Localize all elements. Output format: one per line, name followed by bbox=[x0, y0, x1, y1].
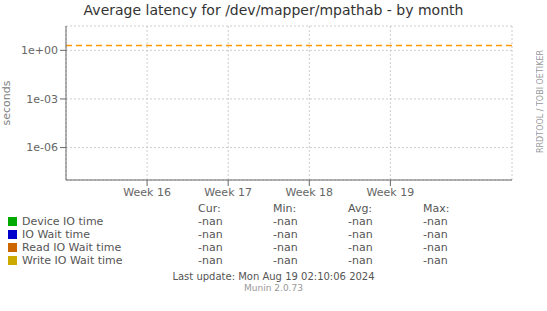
html-text:-nan: -nan bbox=[348, 215, 373, 228]
html-text:-nan: -nan bbox=[423, 215, 448, 228]
html-text:-nan: -nan bbox=[423, 228, 448, 241]
html-text:-nan: -nan bbox=[348, 228, 373, 241]
html-text:-nan: -nan bbox=[198, 241, 223, 254]
html-text:Avg:: Avg: bbox=[348, 202, 373, 215]
html-text:Read IO Wait time: Read IO Wait time bbox=[22, 241, 122, 254]
html-text:Average latency for /dev/mappe: Average latency for /dev/mapper/mpathab … bbox=[83, 2, 464, 18]
svg-text:Week 19: Week 19 bbox=[367, 186, 415, 199]
html-text:Munin 2.0.73: Munin 2.0.73 bbox=[244, 283, 303, 293]
html-text:Device IO time: Device IO time bbox=[22, 215, 104, 228]
html-text:-nan: -nan bbox=[348, 241, 373, 254]
html-text:-nan: -nan bbox=[198, 254, 223, 267]
svg-text:1e+00: 1e+00 bbox=[21, 44, 58, 57]
html-text:RRDTOOL / TOBI OETIKER: RRDTOOL / TOBI OETIKER bbox=[536, 50, 545, 153]
html-text:Max:: Max: bbox=[423, 202, 450, 215]
html-text:-nan: -nan bbox=[423, 241, 448, 254]
html-text:Write IO Wait time: Write IO Wait time bbox=[22, 254, 123, 267]
html-text:-nan: -nan bbox=[273, 215, 298, 228]
html-text:Cur:: Cur: bbox=[198, 202, 221, 215]
html-text:-nan: -nan bbox=[273, 241, 298, 254]
svg-text:1e-03: 1e-03 bbox=[26, 93, 58, 106]
html-text:Min:: Min: bbox=[273, 202, 297, 215]
html-text:-nan: -nan bbox=[198, 215, 223, 228]
html-text:IO Wait time: IO Wait time bbox=[22, 228, 90, 241]
html-text:-nan: -nan bbox=[423, 254, 448, 267]
svg-text:seconds: seconds bbox=[8, 80, 13, 125]
html-text:-nan: -nan bbox=[348, 254, 373, 267]
svg-text:Week 17: Week 17 bbox=[204, 186, 252, 199]
svg-text:Week 18: Week 18 bbox=[285, 186, 333, 199]
html-text:-nan: -nan bbox=[273, 254, 298, 267]
svg-text:1e-06: 1e-06 bbox=[26, 141, 58, 154]
html-text:Last update: Mon Aug 19 02:10:: Last update: Mon Aug 19 02:10:06 2024 bbox=[172, 271, 375, 282]
svg-text:Week 16: Week 16 bbox=[123, 186, 171, 199]
html-text:-nan: -nan bbox=[273, 228, 298, 241]
html-text:-nan: -nan bbox=[198, 228, 223, 241]
